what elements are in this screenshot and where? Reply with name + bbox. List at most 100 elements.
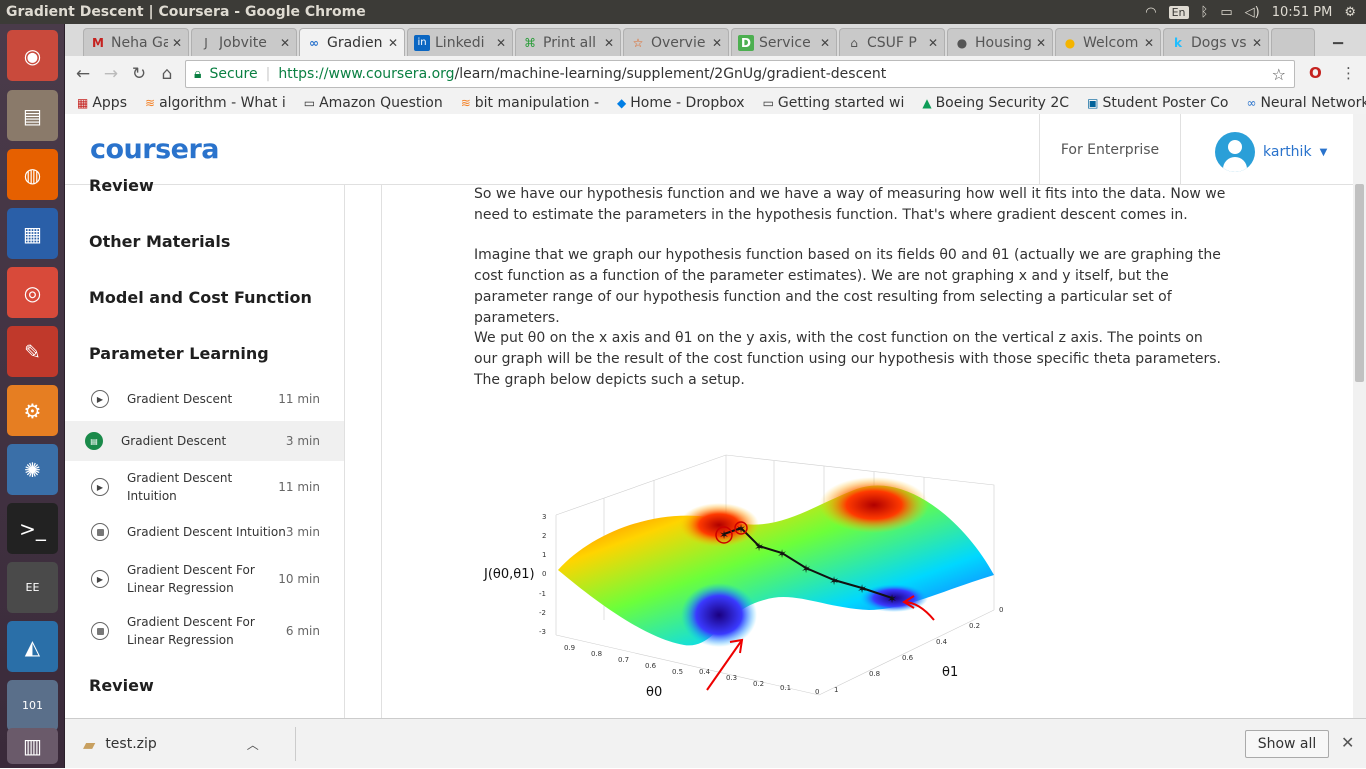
bookmark-boeing[interactable]: ▲ Boeing Security 2C <box>922 95 1070 111</box>
tab-linkedin[interactable]: in Linkedi ✕ <box>407 28 513 56</box>
tab-service[interactable]: D Service ✕ <box>731 28 837 56</box>
wifi-icon[interactable]: ◠ <box>1145 4 1157 20</box>
close-tab-icon[interactable]: ✕ <box>279 35 290 50</box>
terminal-icon[interactable]: >_ <box>7 503 58 554</box>
ubuntu-dash-icon[interactable]: ◉ <box>7 30 58 81</box>
chevron-up-icon[interactable]: ︿ <box>246 737 259 752</box>
chrome-icon[interactable]: ◎ <box>7 267 58 318</box>
shutter-icon[interactable]: ✺ <box>7 444 58 495</box>
show-all-button[interactable]: Show all <box>1245 730 1329 758</box>
files-icon[interactable]: ▤ <box>7 90 58 141</box>
keyboard-layout[interactable]: En <box>1168 5 1189 19</box>
matlab-icon[interactable]: ◭ <box>7 621 58 672</box>
bookmark-bit-manipulation[interactable]: ≋ bit manipulation - <box>460 95 600 111</box>
z-tick: -3 <box>539 628 546 636</box>
close-tab-icon[interactable]: ✕ <box>495 35 506 50</box>
section-review-bottom[interactable]: Review <box>89 676 154 695</box>
tab-strip: M Neha Ga ✕ J Jobvite ✕ ∞ Gradien ✕ in Link… <box>65 24 1366 56</box>
for-enterprise-link[interactable]: For Enterprise <box>1039 114 1181 185</box>
jobvite-icon: J <box>204 35 208 50</box>
bookmark-amazon[interactable]: ▭ Amazon Question <box>303 95 443 111</box>
close-tab-icon[interactable]: ✕ <box>711 35 722 50</box>
bookmark-algorithm[interactable]: ≋ algorithm - What i <box>145 95 286 111</box>
bluetooth-icon[interactable]: ᛒ <box>1200 4 1209 20</box>
close-icon[interactable]: ✕ <box>1341 733 1355 752</box>
course-sidebar: Review Other Materials Model and Cost Fu… <box>65 176 345 718</box>
list-item-active[interactable]: ▤ Gradient Descent 3 min <box>65 421 344 461</box>
reading-icon <box>91 523 109 541</box>
list-item[interactable]: Gradient Descent For Linear Regression 6… <box>65 610 344 652</box>
clock[interactable]: 10:51 PM <box>1271 4 1333 20</box>
system-tray: ◠ En ᛒ ▭ ◁) 10:51 PM ⚙ <box>1145 5 1366 20</box>
close-tab-icon[interactable]: ✕ <box>1035 35 1046 50</box>
bookmark-student-poster[interactable]: ▣ Student Poster Co <box>1087 95 1229 111</box>
section-review-top[interactable]: Review <box>89 176 154 195</box>
window-minimize-icon[interactable]: ▁ <box>1333 30 1343 45</box>
descent-path-markers: ✶ ✶ ✶ ✶ ✶ ✶ ✶ ✶ <box>719 522 897 606</box>
scrollbar-thumb[interactable] <box>1355 184 1364 382</box>
bookmark-getting-started[interactable]: ▭ Getting started wi <box>762 95 905 111</box>
settings-gear-icon[interactable]: ⚙ <box>1344 4 1356 20</box>
play-icon: ▶ <box>91 390 109 408</box>
section-other-materials[interactable]: Other Materials <box>89 232 231 251</box>
x-axis-label: θ0 <box>646 685 662 700</box>
site-header: coursera For Enterprise karthik ▼ <box>65 114 1353 185</box>
reload-icon[interactable]: ↻ <box>131 64 147 84</box>
tab-overview[interactable]: ☆ Overvie ✕ <box>623 28 729 56</box>
tab-neha[interactable]: M Neha Ga ✕ <box>83 28 189 56</box>
coursera-icon: ∞ <box>309 35 319 50</box>
list-item[interactable]: Gradient Descent Intuition 3 min <box>65 515 344 549</box>
download-item[interactable]: ▰ test.zip ︿ <box>83 719 259 769</box>
home-icon[interactable]: ⌂ <box>161 64 173 84</box>
close-tab-icon[interactable]: ✕ <box>927 35 938 50</box>
page-icon: ▭ <box>762 96 774 110</box>
battery-icon[interactable]: ▭ <box>1220 4 1233 20</box>
bookmarks-bar: ▦ Apps ≋ algorithm - What i ▭ Amazon Questi… <box>65 92 1366 114</box>
bookmark-dropbox[interactable]: ◆ Home - Dropbox <box>617 95 745 111</box>
back-arrow-icon[interactable]: ← <box>75 64 91 84</box>
volume-icon[interactable]: ◁) <box>1244 4 1260 20</box>
svg-text:✶: ✶ <box>754 540 764 554</box>
tab-print[interactable]: ⌘ Print all ✕ <box>515 28 621 56</box>
writer-icon[interactable]: ▦ <box>7 208 58 259</box>
close-tab-icon[interactable]: ✕ <box>819 35 830 50</box>
settings-gear-app-icon[interactable]: ⚙ <box>7 385 58 436</box>
tab-jobvite[interactable]: J Jobvite ✕ <box>191 28 297 56</box>
tab-housing[interactable]: ● Housing ✕ <box>947 28 1053 56</box>
tab-csuf[interactable]: ⌂ CSUF P ✕ <box>839 28 945 56</box>
plot-grid <box>555 454 995 696</box>
list-item[interactable]: ▶ Gradient Descent 11 min <box>65 382 344 416</box>
close-tab-icon[interactable]: ✕ <box>1143 35 1154 50</box>
paragraph-2: Imagine that we graph our hypothesis fun… <box>474 247 1221 326</box>
x-tick: 0.5 <box>672 668 683 676</box>
firefox-icon[interactable]: ◍ <box>7 149 58 200</box>
tab-welcome[interactable]: ● Welcom ✕ <box>1055 28 1161 56</box>
coursera-logo[interactable]: coursera <box>90 134 220 165</box>
close-tab-icon[interactable]: ✕ <box>387 35 398 50</box>
bookmark-neural-networks[interactable]: ∞Neural Networks f <box>1246 95 1366 111</box>
list-item[interactable]: ▶ Gradient Descent For Linear Regression… <box>65 558 344 600</box>
section-model-cost-function[interactable]: Model and Cost Function <box>89 288 312 307</box>
play-icon: ▶ <box>91 478 109 496</box>
forward-arrow-icon[interactable]: → <box>103 64 119 84</box>
close-tab-icon[interactable]: ✕ <box>603 35 614 50</box>
close-tab-icon[interactable]: ✕ <box>1251 35 1262 50</box>
java-ee-ide-icon[interactable]: EE <box>7 562 58 613</box>
section-parameter-learning[interactable]: Parameter Learning <box>89 344 269 363</box>
tab-gradient[interactable]: ∞ Gradien ✕ <box>299 28 405 56</box>
list-item[interactable]: ▶ Gradient Descent Intuition 11 min <box>65 466 344 508</box>
trash-icon[interactable]: ▥ <box>7 728 58 764</box>
menu-kebab-icon[interactable]: ⋮ <box>1341 64 1356 82</box>
bookmark-star-icon[interactable]: ☆ <box>1271 64 1286 84</box>
user-menu[interactable]: karthik ▼ <box>1215 132 1327 172</box>
new-tab-button[interactable] <box>1271 28 1315 56</box>
x-tick: 0.6 <box>645 662 657 670</box>
page-scrollbar[interactable] <box>1353 114 1366 718</box>
address-bar[interactable]: 🔒︎ Secure | https://www.coursera.org/lea… <box>185 60 1295 88</box>
tab-dogs[interactable]: k Dogs vs ✕ <box>1163 28 1269 56</box>
system-settings-icon[interactable]: ✎ <box>7 326 58 377</box>
extension-icon[interactable]: O <box>1309 64 1322 82</box>
binary-app-icon[interactable]: 101 <box>7 680 58 731</box>
bookmark-apps[interactable]: ▦ Apps <box>77 95 127 111</box>
close-tab-icon[interactable]: ✕ <box>171 35 182 50</box>
